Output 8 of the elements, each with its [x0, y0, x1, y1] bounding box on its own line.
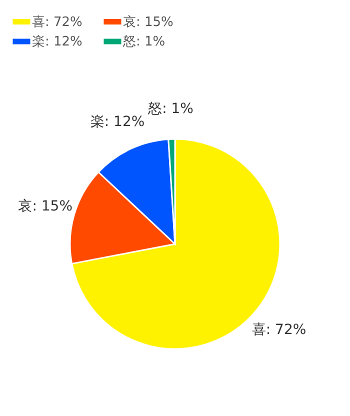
legend-label: 怒: 1% [122, 34, 166, 50]
slice-label: 哀: 15% [18, 198, 73, 214]
slice-label: 喜: 72% [252, 322, 306, 338]
slice-label: 楽: 12% [90, 114, 145, 130]
legend-label: 楽: 12% [32, 34, 82, 50]
legend-label: 喜: 72% [32, 14, 82, 30]
legend-label: 哀: 15% [123, 14, 174, 30]
slice-label: 怒: 1% [147, 101, 194, 118]
